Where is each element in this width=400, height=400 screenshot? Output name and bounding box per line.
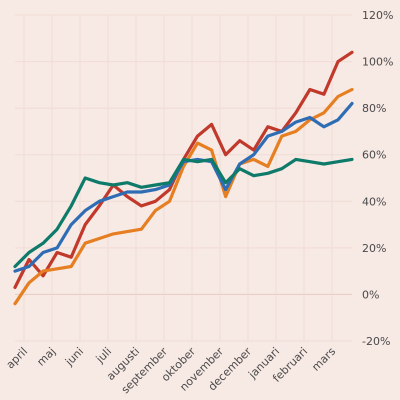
y-tick-label: 0%: [362, 288, 379, 301]
y-tick-label: 40%: [362, 195, 386, 208]
y-tick-label: 120%: [362, 9, 393, 22]
y-tick-label: 100%: [362, 56, 393, 69]
series-line-2: [13, 87, 354, 306]
y-tick-label: 60%: [362, 149, 386, 162]
y-tick-label: -20%: [362, 335, 390, 348]
series-line-4: [13, 157, 354, 269]
x-tick-label: juli: [93, 345, 114, 366]
x-axis-tick-labels: april maj juni juliaugustiseptemberoktobern…: [4, 345, 339, 397]
x-tick-label: mars: [309, 345, 338, 374]
x-tick-label: april: [4, 345, 30, 371]
y-tick-label: 20%: [362, 242, 386, 255]
y-axis-tick-labels: -20% 0% 20% 40% 60% 80% 100% 120%: [362, 9, 393, 348]
gridlines: [15, 14, 352, 342]
y-tick-label: 80%: [362, 102, 386, 115]
x-tick-label: juni: [62, 345, 86, 369]
series-lines: [13, 50, 354, 306]
x-tick-label: maj: [34, 345, 58, 369]
